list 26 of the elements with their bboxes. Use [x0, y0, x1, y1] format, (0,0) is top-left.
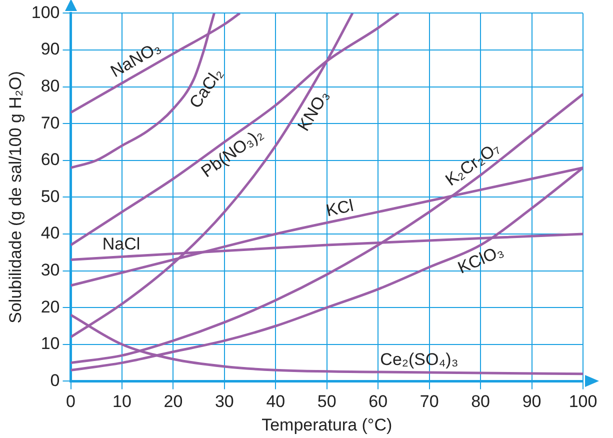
x-tick-label: 0 — [66, 392, 76, 412]
x-tick-label: 70 — [420, 392, 439, 412]
x-tick-label: 80 — [471, 392, 490, 412]
x-tick-label: 10 — [112, 392, 132, 412]
x-tick-label: 40 — [266, 392, 286, 412]
x-tick-label: 20 — [164, 392, 183, 412]
x-tick-label: 60 — [368, 392, 388, 412]
y-tick-label: 70 — [40, 113, 60, 132]
x-axis-title: Temperatura (°C) — [262, 415, 392, 434]
y-tick-label: 10 — [40, 334, 60, 354]
y-tick-label: 80 — [40, 76, 60, 96]
y-tick-label: 50 — [40, 186, 60, 206]
x-tick-label: 50 — [317, 392, 336, 412]
y-axis-title: Solubilidade (g de sal/100 g H₂O) — [6, 71, 25, 324]
y-tick-label: 100 — [31, 2, 60, 22]
x-tick-label: 100 — [568, 392, 598, 412]
x-tick-label: 90 — [522, 392, 542, 412]
y-tick-label: 40 — [40, 224, 60, 243]
text: KClO₃ — [455, 241, 506, 278]
y-tick-label: 20 — [40, 297, 60, 316]
y-tick-label: 90 — [40, 40, 60, 59]
x-tick-label: 30 — [214, 392, 234, 412]
y-tick-label: 0 — [50, 370, 60, 390]
y-tick-label: 60 — [40, 150, 60, 170]
text: KCl — [324, 196, 356, 220]
y-tick-label: 30 — [40, 260, 60, 280]
